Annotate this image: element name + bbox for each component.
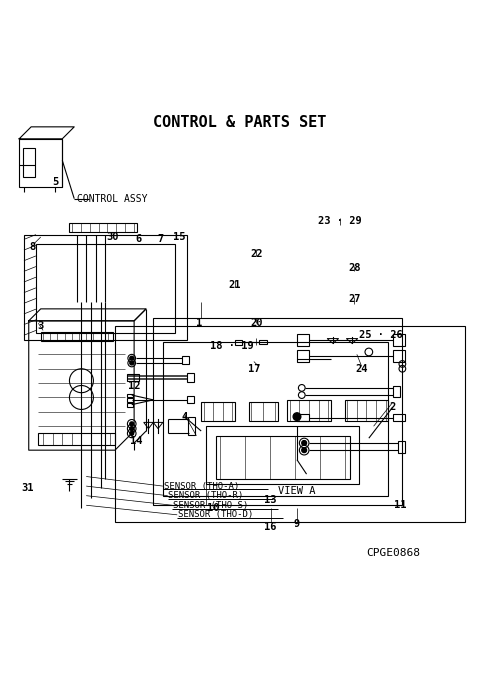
Bar bbox=[19, 139, 62, 187]
Text: 12: 12 bbox=[128, 381, 140, 390]
Text: SENSOR (THO-D): SENSOR (THO-D) bbox=[178, 510, 253, 520]
Bar bbox=[115, 326, 465, 522]
Text: 22: 22 bbox=[250, 249, 262, 259]
Bar bbox=[216, 436, 350, 479]
Bar bbox=[188, 417, 195, 435]
Text: 4: 4 bbox=[181, 411, 188, 422]
Text: 11: 11 bbox=[394, 500, 406, 510]
Text: 8: 8 bbox=[29, 241, 36, 252]
Bar bbox=[163, 343, 388, 496]
Text: 30: 30 bbox=[106, 232, 119, 242]
Bar bbox=[398, 441, 405, 453]
Bar bbox=[297, 350, 309, 362]
Bar bbox=[38, 433, 115, 445]
Text: 6: 6 bbox=[136, 235, 142, 244]
Bar bbox=[249, 403, 278, 422]
Circle shape bbox=[130, 356, 134, 360]
Bar bbox=[127, 394, 133, 398]
Bar bbox=[127, 403, 133, 407]
Bar bbox=[187, 396, 194, 403]
Circle shape bbox=[302, 447, 307, 453]
Text: 13: 13 bbox=[264, 496, 277, 505]
Circle shape bbox=[130, 422, 134, 426]
Bar bbox=[182, 356, 189, 364]
Circle shape bbox=[293, 413, 301, 420]
Text: 21: 21 bbox=[228, 280, 241, 290]
Text: 20: 20 bbox=[250, 318, 262, 328]
Circle shape bbox=[302, 441, 307, 445]
Bar bbox=[23, 148, 35, 177]
Text: SENSOR (THO-R): SENSOR (THO-R) bbox=[168, 491, 244, 500]
Bar bbox=[393, 334, 405, 345]
Bar bbox=[297, 334, 309, 345]
Circle shape bbox=[130, 426, 134, 430]
Text: 25 · 26: 25 · 26 bbox=[359, 330, 403, 340]
Bar bbox=[287, 400, 331, 422]
Text: 23 · 29: 23 · 29 bbox=[318, 216, 362, 226]
Circle shape bbox=[130, 361, 134, 365]
Bar bbox=[127, 373, 139, 381]
Text: CONTROL & PARTS SET: CONTROL & PARTS SET bbox=[153, 114, 326, 130]
Text: SENSOR (THO-A): SENSOR (THO-A) bbox=[163, 481, 239, 490]
Text: 24: 24 bbox=[355, 364, 368, 374]
Bar bbox=[345, 400, 388, 422]
Text: 14: 14 bbox=[130, 436, 143, 445]
Bar bbox=[187, 373, 194, 381]
Text: 18 · 19: 18 · 19 bbox=[210, 341, 254, 351]
Bar bbox=[24, 235, 187, 340]
Bar bbox=[259, 341, 267, 344]
Text: VIEW A: VIEW A bbox=[278, 486, 316, 496]
Text: 5: 5 bbox=[52, 177, 58, 187]
Bar bbox=[393, 414, 405, 422]
Text: 2: 2 bbox=[389, 402, 396, 412]
Bar bbox=[393, 386, 400, 397]
Text: CONTROL ASSY: CONTROL ASSY bbox=[77, 194, 148, 204]
Text: 28: 28 bbox=[348, 263, 361, 273]
Bar bbox=[393, 350, 405, 362]
Bar bbox=[153, 318, 402, 505]
Bar bbox=[235, 340, 242, 345]
Text: CPGE0868: CPGE0868 bbox=[366, 548, 420, 558]
Bar bbox=[41, 333, 113, 341]
Text: SENSOR (THO-S): SENSOR (THO-S) bbox=[173, 500, 249, 510]
Text: 16: 16 bbox=[264, 522, 277, 532]
Bar bbox=[297, 414, 309, 422]
Text: 7: 7 bbox=[157, 235, 164, 244]
Text: 27: 27 bbox=[348, 294, 361, 304]
Text: 17: 17 bbox=[248, 364, 260, 374]
Text: 15: 15 bbox=[173, 232, 186, 242]
Text: 31: 31 bbox=[22, 483, 34, 494]
Bar bbox=[201, 403, 235, 422]
Circle shape bbox=[130, 432, 134, 435]
Text: 1: 1 bbox=[195, 318, 202, 328]
Bar bbox=[36, 244, 175, 333]
Text: 9: 9 bbox=[294, 520, 300, 530]
Bar bbox=[69, 222, 137, 233]
Bar bbox=[206, 426, 359, 483]
Text: 3: 3 bbox=[37, 321, 44, 330]
Text: 10: 10 bbox=[207, 503, 219, 513]
Bar bbox=[127, 398, 133, 403]
